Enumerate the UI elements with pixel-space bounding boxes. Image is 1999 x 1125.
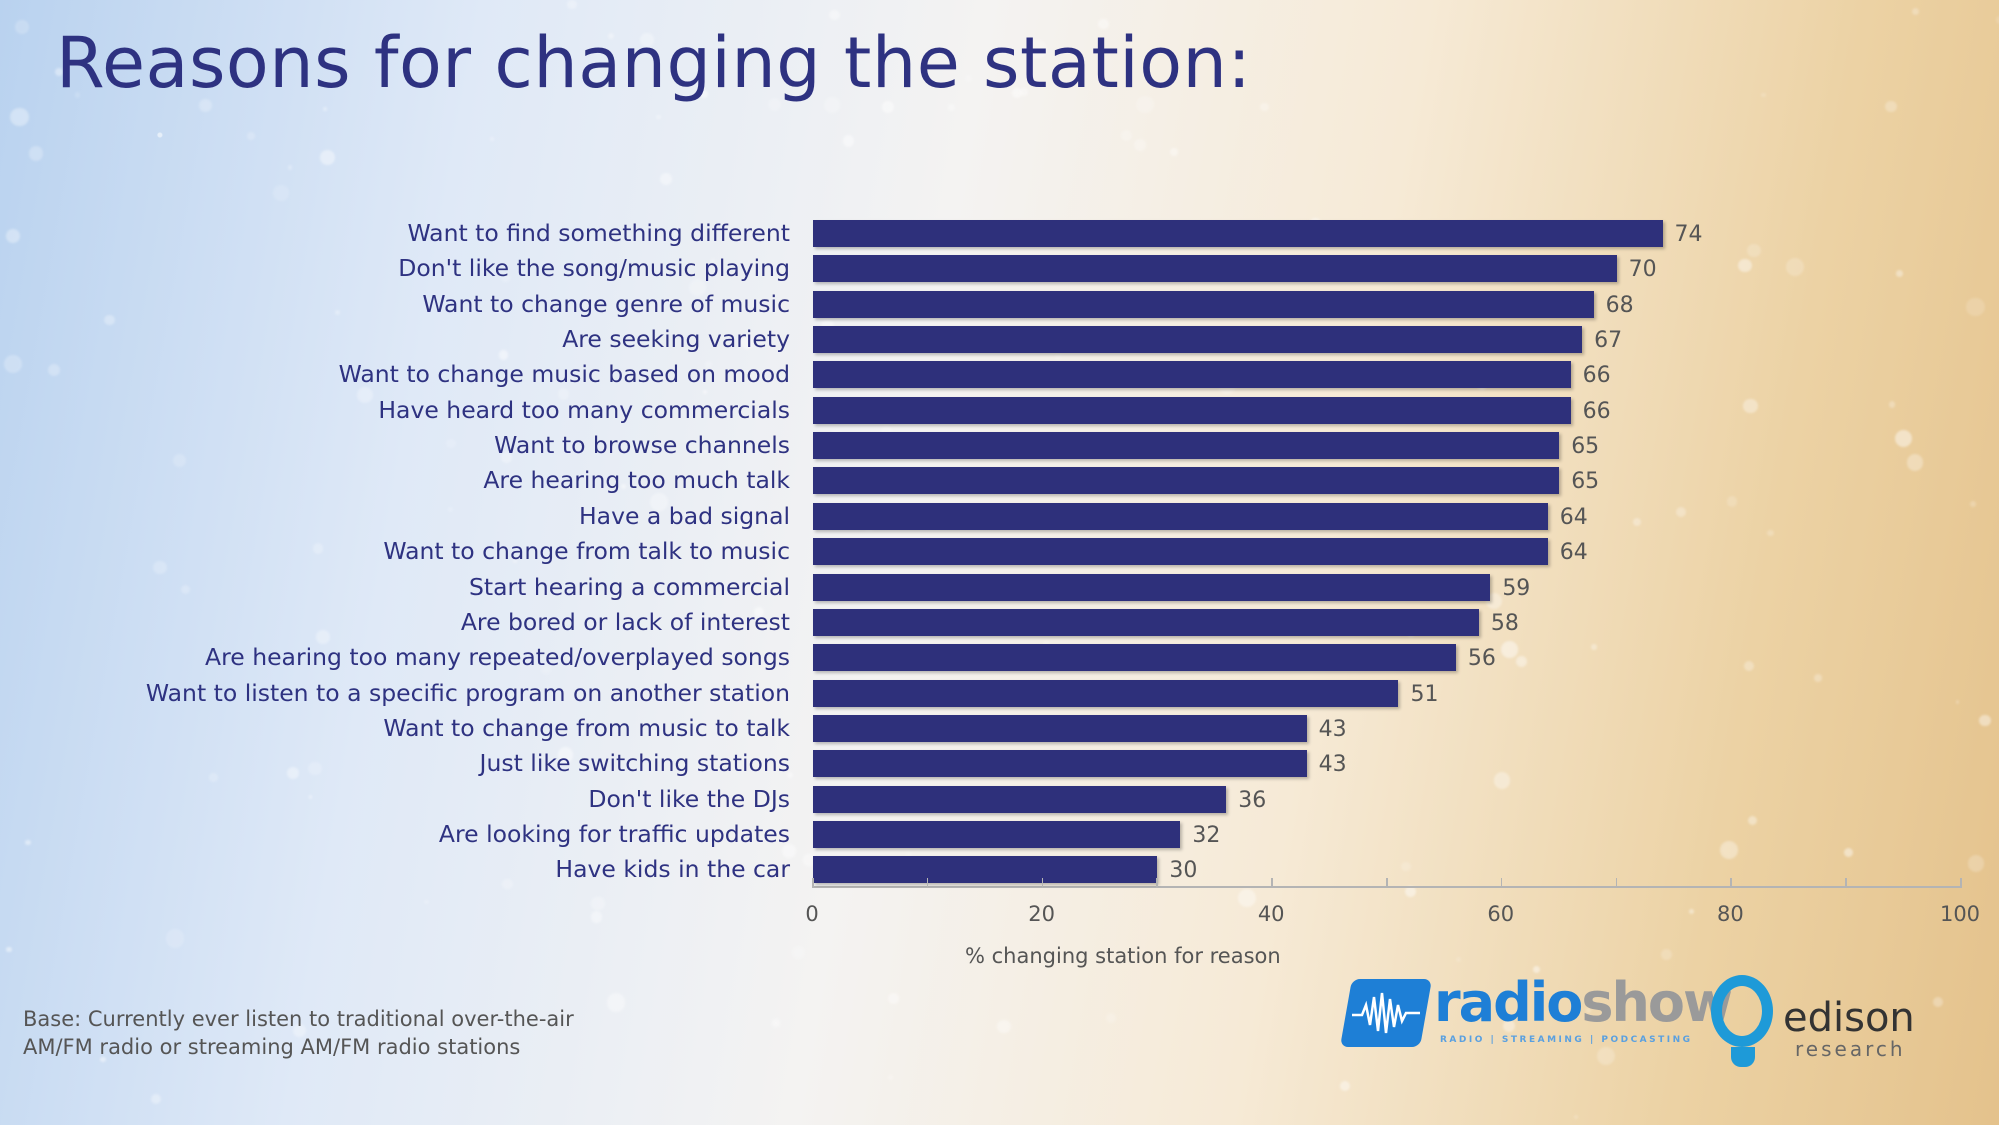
x-axis-tick (1615, 878, 1618, 888)
lightbulb-base-icon (1731, 1047, 1755, 1067)
x-axis-tick-label: 60 (1487, 902, 1515, 926)
category-label: Are hearing too much talk (483, 466, 790, 495)
value-label: 65 (1571, 469, 1600, 495)
x-axis-tick (1960, 878, 1962, 888)
category-label: Are looking for traffic updates (438, 819, 790, 848)
bar (813, 644, 1456, 672)
x-axis-tick (1156, 878, 1158, 888)
category-label: Don't like the song/music playing (398, 254, 790, 283)
radioshow-logo: radioshow RADIO | STREAMING | PODCASTING (1340, 971, 1733, 1055)
category-label: Have heard too many commercials (378, 395, 790, 424)
bar (813, 820, 1181, 848)
value-label: 74 (1674, 222, 1703, 247)
radioshow-tagline: RADIO | STREAMING | PODCASTING (1440, 1035, 1693, 1045)
bar (813, 396, 1571, 424)
category-label: Want to find something different (407, 219, 790, 247)
value-label: 64 (1559, 504, 1588, 530)
page-title: Reasons for changing the station: (56, 22, 1252, 104)
x-axis-tick-label: 0 (805, 902, 819, 926)
x-axis-tick (1386, 878, 1388, 888)
value-label: 64 (1559, 540, 1588, 566)
x-axis-tick (926, 878, 929, 888)
x-axis-tick (1500, 878, 1503, 888)
bar (813, 290, 1594, 318)
bar (813, 679, 1399, 707)
value-label: 67 (1594, 328, 1623, 354)
category-label: Are bored or lack of interest (460, 607, 790, 636)
soundwave-icon (1340, 979, 1432, 1047)
x-axis-tick-label: 20 (1028, 902, 1055, 926)
x-axis-tick (812, 878, 814, 888)
bar (813, 361, 1571, 389)
category-label: Have kids in the car (555, 855, 790, 884)
value-label: 51 (1410, 681, 1439, 707)
category-label: Want to listen to a specific program on … (145, 678, 790, 707)
bar (813, 502, 1548, 530)
category-label: Want to browse channels (494, 431, 790, 460)
value-label: 68 (1605, 292, 1634, 318)
x-axis-tick-label: 100 (1939, 902, 1981, 926)
bar (813, 326, 1583, 354)
value-label: 58 (1490, 610, 1519, 636)
x-axis-title: % changing station for reason (965, 944, 1281, 968)
category-label: Want to change from music to talk (383, 713, 790, 742)
lightbulb-icon (1711, 975, 1773, 1047)
x-axis-tick-label: 40 (1257, 902, 1285, 926)
value-label: 43 (1318, 716, 1347, 742)
category-label: Want to change from talk to music (383, 537, 790, 566)
radioshow-radio-text: radio (1434, 971, 1583, 1034)
bar (813, 467, 1560, 495)
value-label: 66 (1582, 398, 1611, 424)
x-axis-tick-label: 80 (1717, 902, 1744, 926)
x-axis-tick (1730, 878, 1732, 888)
category-label: Don't like the DJs (588, 784, 790, 813)
bar (813, 856, 1158, 884)
bar (813, 608, 1479, 636)
radioshow-show-text: show (1581, 971, 1733, 1034)
bar (813, 538, 1548, 566)
value-label: 70 (1628, 257, 1657, 283)
category-label: Have a bad signal (579, 501, 790, 530)
value-label: 32 (1192, 822, 1221, 848)
bar (813, 750, 1307, 778)
base-footnote: Base: Currently ever listen to tradition… (23, 1005, 574, 1061)
value-label: 56 (1467, 646, 1496, 672)
category-label: Want to change genre of music (422, 289, 790, 318)
footnote-line-1: Base: Currently ever listen to tradition… (23, 1007, 574, 1031)
value-label: 59 (1502, 575, 1531, 601)
value-label: 43 (1318, 752, 1347, 778)
category-label: Start hearing a commercial (468, 572, 790, 601)
edison-research-logo: edison research (1705, 965, 1945, 1070)
value-label: 36 (1238, 787, 1267, 813)
value-label: 30 (1169, 858, 1198, 884)
category-label: Want to change music based on mood (338, 360, 790, 389)
x-axis-tick (1845, 878, 1847, 888)
category-label: Are seeking variety (562, 325, 790, 354)
category-label: Just like switching stations (479, 749, 790, 778)
category-label: Are hearing too many repeated/overplayed… (205, 643, 790, 672)
x-axis-tick (1271, 878, 1273, 888)
value-label: 66 (1582, 363, 1611, 389)
bar (813, 432, 1560, 460)
value-label: 65 (1571, 434, 1600, 460)
footnote-line-2: AM/FM radio or streaming AM/FM radio sta… (23, 1035, 521, 1059)
bar (813, 220, 1663, 247)
bar (813, 573, 1491, 601)
bar (813, 714, 1307, 742)
bar (813, 255, 1617, 283)
edison-text: edison (1783, 995, 1915, 1041)
bar (813, 785, 1227, 813)
x-axis-tick (1041, 878, 1044, 888)
research-text: research (1795, 1037, 1906, 1061)
